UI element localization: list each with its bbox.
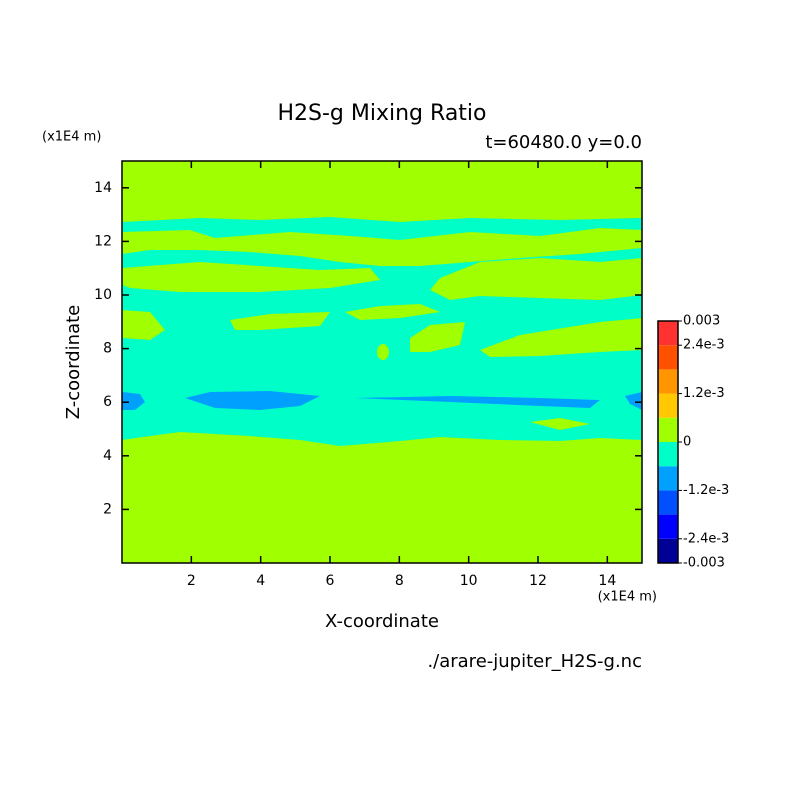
y-tick-label: 2 (103, 501, 112, 517)
footer: ./arare-jupiter_H2S-g.nc (427, 651, 642, 672)
colorbar-label: -1.2e-3 (683, 483, 729, 498)
y-tick-label: 6 (103, 394, 112, 410)
chart-subtitle: t=60480.0 y=0.0 (485, 132, 642, 153)
colorbar-band (658, 417, 678, 442)
x-tick-label: 2 (187, 573, 196, 589)
colorbar-label: 1.2e-3 (683, 386, 725, 401)
chart-title: H2S-g Mixing Ratio (277, 101, 486, 126)
contour-field (122, 161, 642, 563)
y-tick-label: 10 (94, 287, 112, 303)
colorbar-label: 2.4e-3 (683, 338, 725, 353)
contour-region (355, 396, 600, 408)
colorbar-band (658, 538, 678, 563)
x-axis-label: X-coordinate (325, 611, 439, 632)
x-tick-label: 4 (256, 573, 265, 589)
colorbar-label: 0 (683, 435, 691, 450)
colorbar-band (658, 490, 678, 515)
colorbar-band (658, 393, 678, 418)
x-unit: (x1E4 m) (598, 590, 657, 605)
colorbar-label: 0.003 (683, 314, 720, 329)
plot-frame (121, 160, 643, 564)
x-tick-label: 8 (395, 573, 404, 589)
y-unit: (x1E4 m) (42, 130, 101, 145)
colorbar-band (658, 345, 678, 370)
contour-region (122, 392, 145, 410)
x-tick-label: 12 (529, 573, 547, 589)
y-tick-label: 12 (94, 233, 112, 249)
contour-region (122, 310, 165, 340)
contour-region (122, 228, 642, 266)
contour-region (185, 391, 320, 410)
y-axis-label: Z-coordinate (63, 305, 84, 420)
y-tick-label: 14 (94, 180, 112, 196)
contour-region (410, 322, 465, 352)
contour-region (345, 304, 440, 320)
colorbar-band (658, 442, 678, 467)
x-tick-label: 6 (326, 573, 335, 589)
contour-region (625, 392, 642, 410)
colorbar-band (658, 514, 678, 539)
contour-region (122, 262, 380, 292)
contour-region (530, 418, 590, 430)
contour-region (377, 344, 389, 360)
y-tick-label: 4 (103, 448, 112, 464)
contour-region (480, 318, 642, 357)
x-tick-label: 10 (460, 573, 478, 589)
colorbar-band (658, 466, 678, 491)
colorbar-band (658, 369, 678, 394)
colorbar-label: -0.003 (683, 556, 725, 571)
colorbar-band (658, 321, 678, 346)
colorbar-label: -2.4e-3 (683, 531, 729, 546)
contour-region (230, 312, 330, 330)
x-tick-label: 14 (598, 573, 616, 589)
contour-region (430, 258, 642, 300)
y-tick-label: 8 (103, 341, 112, 357)
